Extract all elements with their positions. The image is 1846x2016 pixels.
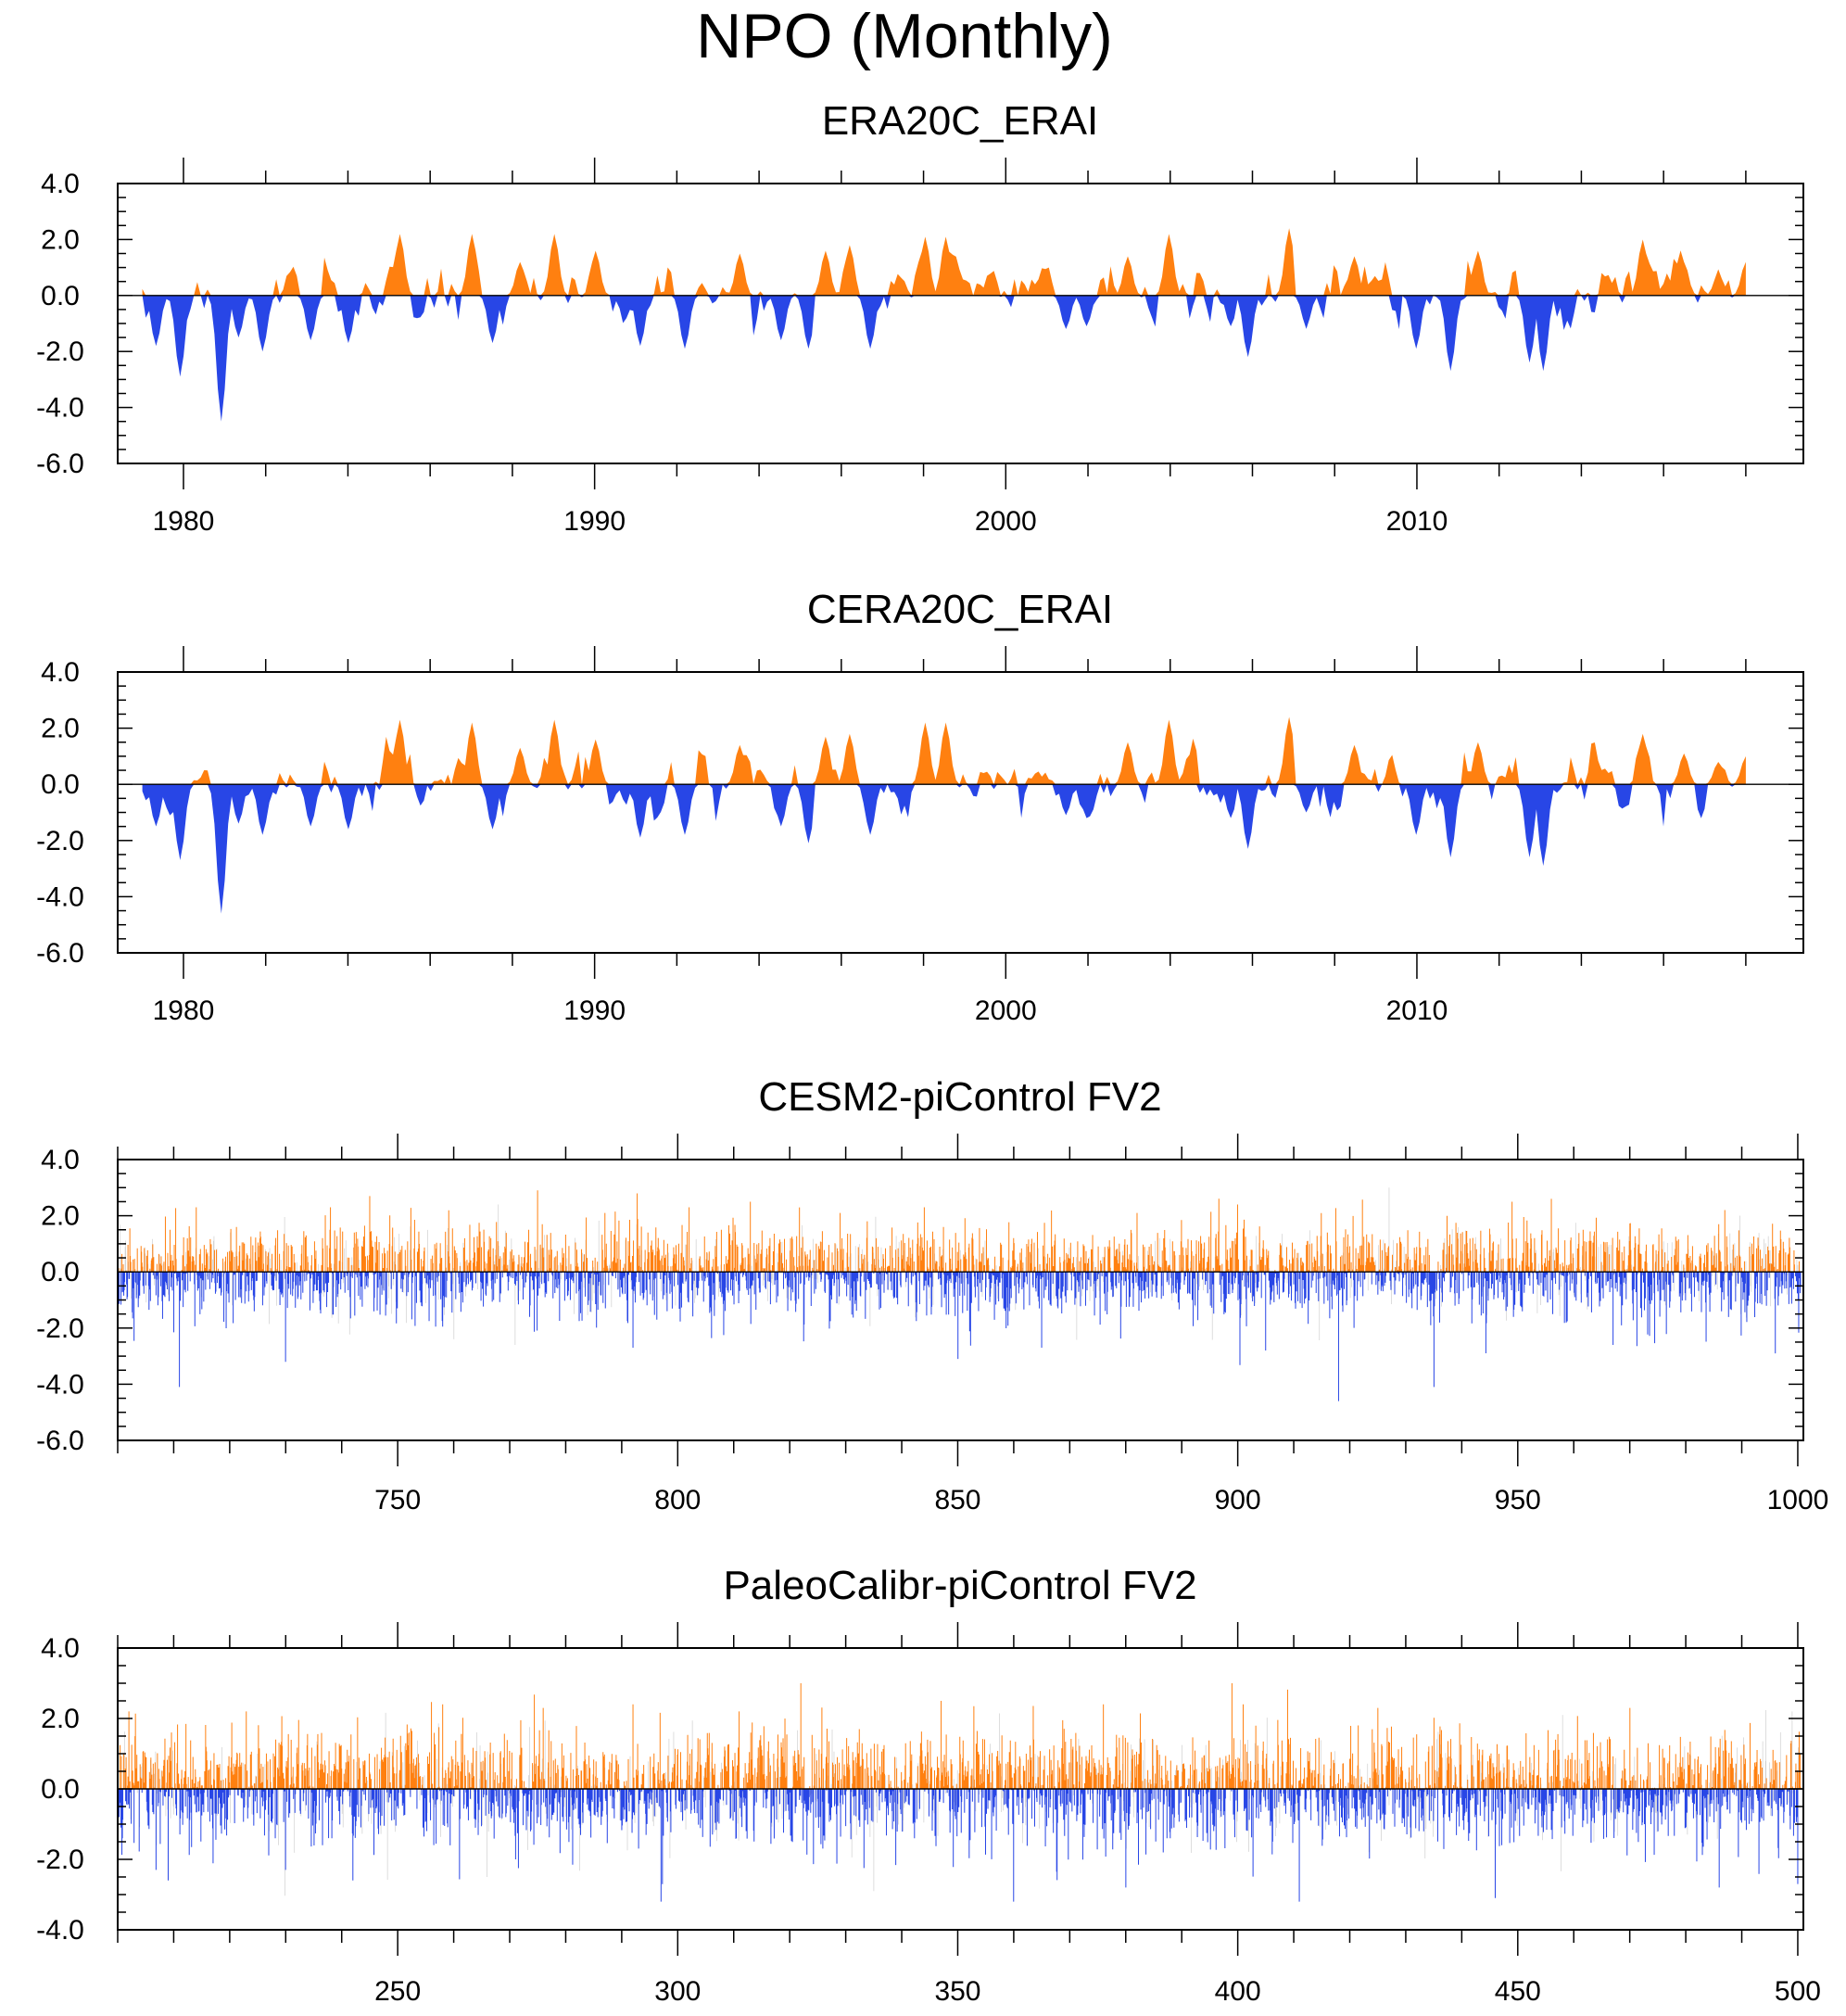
y-tick-label: 0.0 (41, 1774, 80, 1805)
x-tick-label: 2010 (1386, 995, 1448, 1026)
y-tick-label: -2.0 (36, 1313, 84, 1344)
panel-title: CERA20C_ERAI (807, 587, 1113, 632)
negative-anomaly-area (142, 295, 1746, 422)
y-tick-label: 4.0 (41, 169, 80, 199)
y-tick-label: 4.0 (41, 657, 80, 688)
x-tick-label: 1990 (563, 506, 626, 537)
panel-title: PaleoCalibr-piControl FV2 (723, 1563, 1196, 1608)
plot-frame (117, 1159, 1804, 1441)
y-tick-label: 4.0 (41, 1145, 80, 1175)
y-tick-label: -2.0 (36, 1845, 84, 1875)
y-tick-label: 0.0 (41, 769, 80, 800)
negative-anomaly-spikes (117, 1272, 1802, 1401)
x-tick-label: 1980 (153, 995, 215, 1026)
x-tick-label: 850 (934, 1485, 980, 1515)
positive-anomaly-spikes (118, 1190, 1800, 1273)
plot-frame (117, 671, 1804, 954)
y-tick-label: -4.0 (36, 881, 84, 912)
positive-anomaly-spikes (117, 1683, 1802, 1789)
x-tick-label: 300 (654, 1976, 701, 2007)
x-tick-label: 450 (1495, 1976, 1541, 2007)
y-tick-label: -6.0 (36, 1426, 84, 1456)
y-tick-label: -2.0 (36, 336, 84, 367)
positive-anomaly-area (142, 228, 1746, 296)
figure-title: NPO (Monthly) (696, 1, 1113, 71)
panel-title: CESM2-piControl FV2 (758, 1074, 1161, 1120)
x-tick-label: 2010 (1386, 506, 1448, 537)
x-tick-label: 1980 (153, 506, 215, 537)
y-tick-label: 2.0 (41, 1201, 80, 1232)
x-tick-label: 1990 (563, 995, 626, 1026)
x-tick-label: 350 (934, 1976, 980, 2007)
y-tick-label: 2.0 (41, 714, 80, 744)
x-tick-label: 950 (1495, 1485, 1541, 1515)
x-tick-label: 2000 (975, 506, 1037, 537)
panel-cera20c-erai: CERA20C_ERAI 4.0 2.0 0.0 -2.0 -4.0 -6.0 1980 19… (36, 587, 1804, 1026)
y-tick-label: 4.0 (41, 1633, 80, 1664)
y-tick-label: -4.0 (36, 1915, 84, 1946)
y-tick-label: -4.0 (36, 1369, 84, 1400)
x-tick-label: 750 (374, 1485, 421, 1515)
y-tick-label: 2.0 (41, 1704, 80, 1734)
y-tick-label: -2.0 (36, 826, 84, 856)
y-tick-label: -4.0 (36, 393, 84, 424)
x-tick-label: 500 (1775, 1976, 1821, 2007)
positive-anomaly-area (142, 716, 1746, 785)
x-tick-label: 2000 (975, 995, 1037, 1026)
x-tick-label: 1000 (1767, 1485, 1829, 1515)
y-tick-label: 0.0 (41, 281, 80, 311)
x-tick-label: 250 (374, 1976, 421, 2007)
x-tick-label: 800 (654, 1485, 701, 1515)
x-tick-label: 900 (1215, 1485, 1261, 1515)
panel-era20c-erai: ERA20C_ERAI 4.0 2.0 0.0 -2.0 -4.0 -6.0 1980 199… (36, 98, 1804, 537)
panel-title: ERA20C_ERAI (822, 98, 1098, 144)
negative-anomaly-spikes (118, 1789, 1799, 1902)
x-tick-label: 400 (1215, 1976, 1261, 2007)
plot-frame (117, 183, 1804, 464)
negative-anomaly-area (142, 784, 1746, 914)
panel-paleocalibr-picontrol-fv2: PaleoCalibr-piControl FV2 4.0 2.0 0.0 -2.0 -… (36, 1563, 1821, 2007)
y-tick-label: 2.0 (41, 224, 80, 255)
y-tick-label: 0.0 (41, 1257, 80, 1287)
panel-cesm2-picontrol-fv2: CESM2-piControl FV2 4.0 2.0 0.0 -2.0 -4.0 -6.… (36, 1074, 1828, 1515)
y-tick-label: -6.0 (36, 938, 84, 969)
y-tick-label: -6.0 (36, 449, 84, 479)
